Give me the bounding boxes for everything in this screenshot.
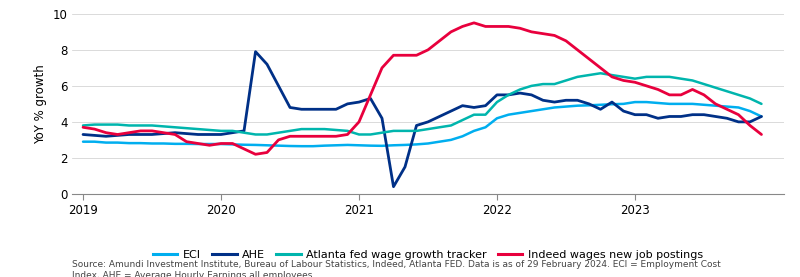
Text: Source: Amundi Investment Institute, Bureau of Labour Statistics, Indeed, Atlant: Source: Amundi Investment Institute, Bur… — [72, 260, 721, 277]
Legend: ECI, AHE, Atlanta fed wage growth tracker, Indeed wages new job postings: ECI, AHE, Atlanta fed wage growth tracke… — [153, 250, 703, 260]
Y-axis label: YoY % growth: YoY % growth — [34, 64, 47, 144]
